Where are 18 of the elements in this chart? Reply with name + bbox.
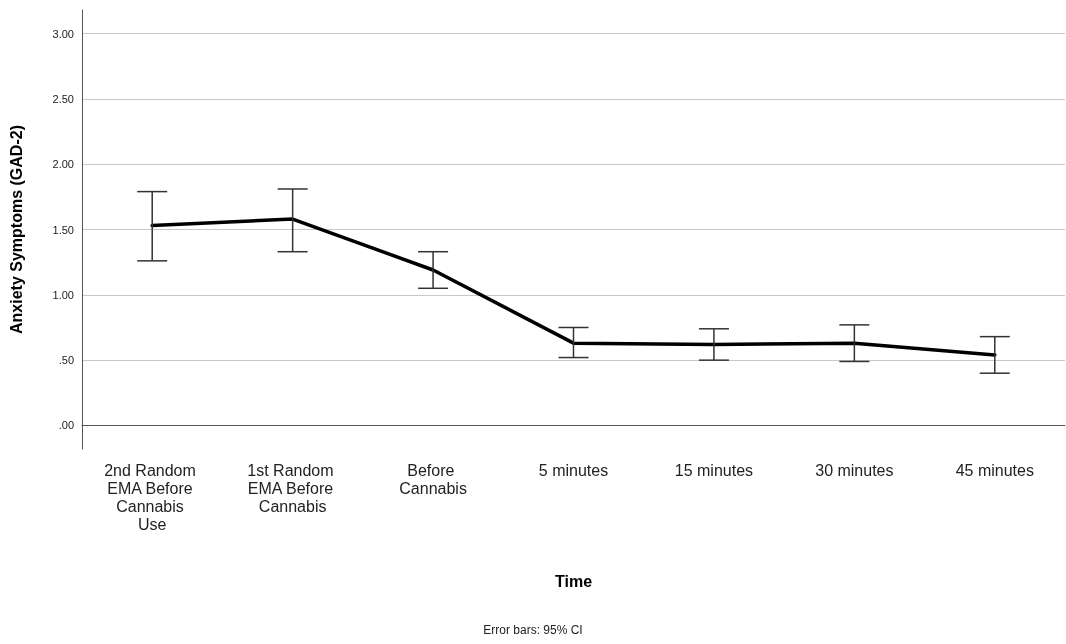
x-axis-title: Time — [554, 572, 593, 590]
y-tick-label: 1.50 — [52, 223, 74, 236]
y-axis-title: Anxiety Symptoms (GAD-2) — [7, 125, 25, 334]
y-tick-label: 3.00 — [52, 27, 74, 40]
x-tick-label: 1st Random EMA Before Cannabis — [247, 461, 338, 515]
x-tick-label: 45 minutes — [955, 461, 1034, 479]
x-tick-label: 2nd Random EMA Before Cannabis Use — [104, 461, 201, 533]
y-tick-label: .50 — [58, 354, 74, 367]
y-tick-label: .00 — [58, 419, 74, 432]
x-tick-label: Before Cannabis — [399, 461, 467, 497]
x-tick-label: 5 minutes — [538, 461, 609, 479]
y-tick-label: 2.00 — [52, 158, 74, 171]
x-tick-label: 30 minutes — [815, 461, 894, 479]
line-series — [150, 217, 997, 357]
y-tick-label: 1.00 — [52, 288, 74, 301]
y-tick-label: 2.50 — [52, 92, 74, 105]
x-tick-label: 15 minutes — [674, 461, 754, 479]
text: Error bars: 95% CI — [483, 623, 583, 637]
